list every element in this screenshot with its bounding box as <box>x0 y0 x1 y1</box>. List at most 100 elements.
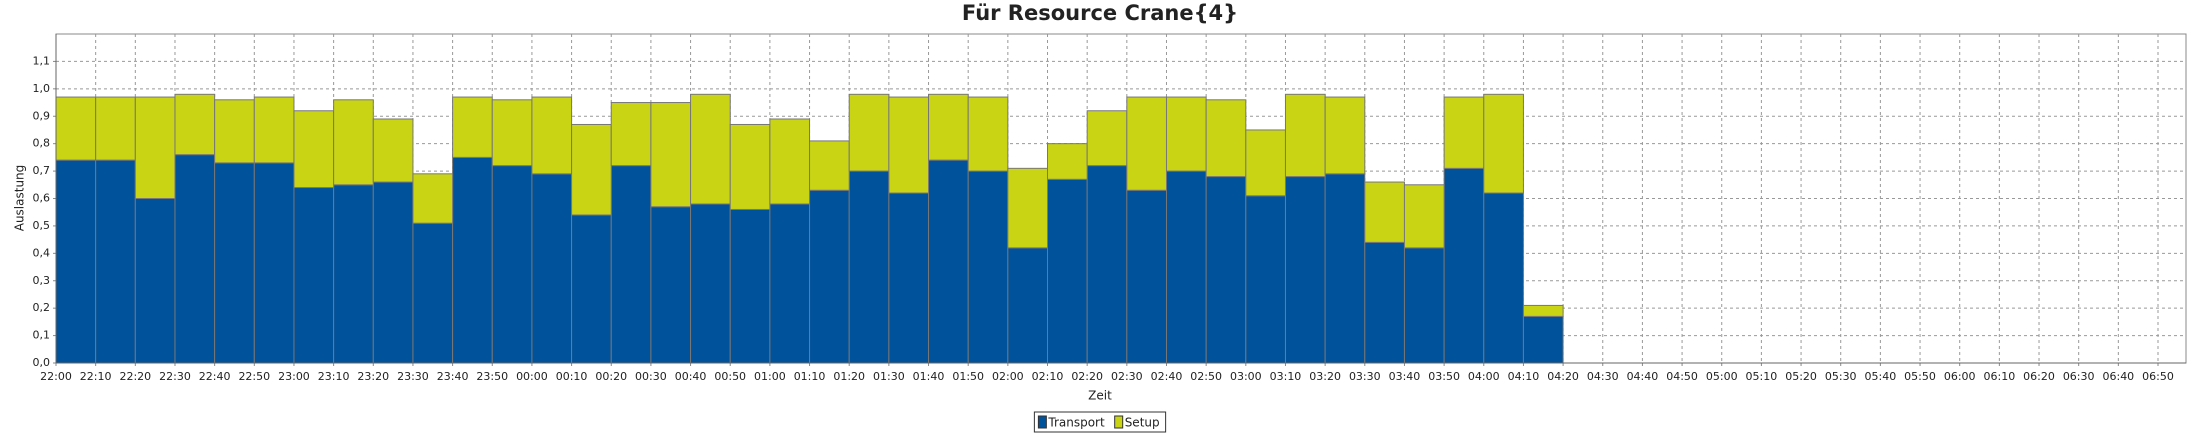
bar-segment <box>1086 165 1128 364</box>
legend-label: Transport <box>1047 416 1105 430</box>
bar-segment <box>1245 195 1286 364</box>
bar-segment <box>1403 184 1445 249</box>
y-tick-label: 0,6 <box>33 192 51 205</box>
bar-segment <box>214 162 255 364</box>
x-tick-label: 03:10 <box>1270 370 1302 383</box>
bar-segment <box>729 208 771 364</box>
bar-segment <box>1483 93 1524 194</box>
x-tick-label: 02:10 <box>1032 370 1064 383</box>
y-tick-label: 0,5 <box>33 219 51 232</box>
legend-label: Setup <box>1125 416 1160 430</box>
x-tick-label: 23:30 <box>397 370 429 383</box>
bar-segment <box>55 159 97 364</box>
bar-segment <box>531 173 573 364</box>
bar-segment <box>848 93 890 172</box>
x-tick-label: 23:50 <box>476 370 508 383</box>
bar-segment <box>293 110 335 189</box>
x-tick-label: 02:20 <box>1071 370 1103 383</box>
bar-segment <box>1324 96 1366 175</box>
x-tick-label: 23:20 <box>357 370 389 383</box>
bar-segment <box>1205 176 1247 364</box>
x-tick-label: 04:20 <box>1547 370 1579 383</box>
bar-segment <box>1165 170 1207 364</box>
x-tick-label: 05:10 <box>1746 370 1778 383</box>
bar-segment <box>174 154 216 364</box>
bar-segment <box>333 99 374 186</box>
bar-segment <box>888 192 930 364</box>
bar-segment <box>95 96 136 161</box>
y-tick-label: 0,9 <box>33 109 51 122</box>
bar-segment <box>174 93 216 156</box>
bar-segment <box>412 222 454 364</box>
x-tick-label: 06:00 <box>1944 370 1976 383</box>
bar-segment <box>1284 93 1326 178</box>
x-tick-label: 03:20 <box>1309 370 1341 383</box>
x-tick-label: 04:30 <box>1587 370 1619 383</box>
bar-segment <box>1403 247 1445 364</box>
x-tick-label: 00:50 <box>714 370 746 383</box>
bar-segment <box>967 170 1009 364</box>
y-tick-label: 1,0 <box>33 82 51 95</box>
bar-segment <box>253 162 295 364</box>
y-tick-label: 0,4 <box>33 246 51 259</box>
y-tick-label: 0,7 <box>33 164 51 177</box>
x-tick-label: 02:00 <box>992 370 1024 383</box>
y-tick-label: 0,3 <box>33 274 51 287</box>
bar-segment <box>769 203 811 364</box>
x-axis-label: Zeit <box>1088 389 1112 403</box>
bar-segment <box>571 214 612 364</box>
x-tick-label: 01:50 <box>952 370 984 383</box>
x-tick-label: 23:00 <box>278 370 310 383</box>
bar-segment <box>1007 247 1049 364</box>
x-tick-label: 06:20 <box>2023 370 2055 383</box>
bar-segment <box>531 96 573 175</box>
x-tick-label: 05:30 <box>1825 370 1857 383</box>
chart-title: Für Resource Crane{4} <box>962 1 1238 25</box>
bar-segment <box>650 102 692 208</box>
x-tick-label: 22:50 <box>238 370 270 383</box>
bar-segment <box>769 118 811 205</box>
bar-segment <box>372 118 414 183</box>
bar-segment <box>610 102 652 167</box>
bar-segment <box>333 184 374 364</box>
bar-segment <box>1126 189 1167 364</box>
bar-segment <box>1165 96 1207 172</box>
bar-segment <box>1205 99 1247 178</box>
bar-segment <box>729 123 771 210</box>
x-tick-label: 04:40 <box>1627 370 1659 383</box>
bar-segment <box>412 173 454 224</box>
bar-segment <box>610 165 652 364</box>
legend-box <box>1033 411 1167 433</box>
legend: Transport Setup <box>1033 411 1167 433</box>
bar-segment <box>888 96 930 194</box>
bar-segment <box>253 96 295 164</box>
bar-segment <box>1245 129 1286 197</box>
x-tick-label: 05:50 <box>1904 370 1936 383</box>
x-tick-label: 22:20 <box>119 370 151 383</box>
y-tick-label: 1,1 <box>33 54 51 67</box>
x-tick-label: 23:40 <box>437 370 469 383</box>
y-tick-label: 0,1 <box>33 329 51 342</box>
bar-segment <box>1443 96 1485 169</box>
bar-segment <box>1086 110 1128 167</box>
bar-segment <box>1047 143 1088 180</box>
bar-segment <box>967 96 1009 172</box>
bar-segment <box>1126 96 1167 191</box>
x-tick-label: 03:00 <box>1230 370 1262 383</box>
x-tick-label: 04:10 <box>1508 370 1540 383</box>
bar-segment <box>809 189 850 364</box>
x-tick-label: 00:40 <box>675 370 707 383</box>
bar-segment <box>372 181 414 364</box>
bar-segment <box>928 93 969 161</box>
y-tick-label: 0,0 <box>33 356 51 369</box>
x-tick-label: 22:10 <box>80 370 112 383</box>
bar-segment <box>1007 167 1049 249</box>
bar-segment <box>1443 167 1485 364</box>
bar-segment <box>1284 176 1326 364</box>
bar-segment <box>809 140 850 191</box>
bar-segment <box>214 99 255 164</box>
bar-segment <box>1047 178 1088 364</box>
bar-segment <box>452 156 493 364</box>
y-tick-label: 0,2 <box>33 301 51 314</box>
